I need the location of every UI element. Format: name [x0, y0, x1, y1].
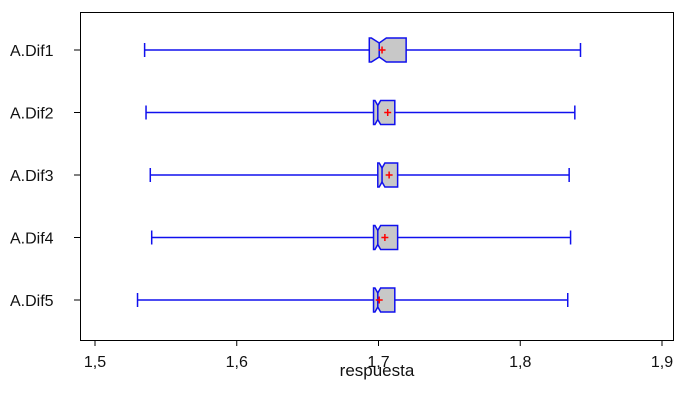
- notched-box: [372, 99, 396, 126]
- notched-box: [372, 287, 396, 313]
- box-a-dif3: [149, 162, 570, 188]
- x-tick-label: 1,9: [651, 354, 673, 371]
- x-tick-label: 1,5: [84, 354, 106, 371]
- box-a-dif5: [136, 287, 569, 313]
- category-label: A.Dif5: [10, 293, 54, 310]
- x-axis-label: respuesta: [340, 361, 415, 380]
- x-tick-label: 1,7: [367, 354, 389, 371]
- category-label: A.Dif1: [10, 43, 54, 60]
- x-tick-label: 1,8: [509, 354, 531, 371]
- box-a-dif4: [150, 224, 572, 251]
- x-tick-label: 1,6: [226, 354, 248, 371]
- box-a-dif1: [143, 37, 582, 63]
- category-label: A.Dif2: [10, 106, 54, 123]
- y-axis-labels: A.Dif1 A.Dif2 A.Dif3 A.Dif4 A.Dif5: [10, 43, 80, 310]
- plot-frame: [80, 12, 674, 341]
- boxes-layer: [136, 37, 582, 313]
- box-a-dif2: [145, 99, 576, 126]
- category-label: A.Dif3: [10, 168, 54, 185]
- x-axis: 1,5 1,6 1,7 1,8 1,9: [84, 340, 673, 371]
- category-label: A.Dif4: [10, 231, 54, 248]
- notched-box: [368, 37, 407, 63]
